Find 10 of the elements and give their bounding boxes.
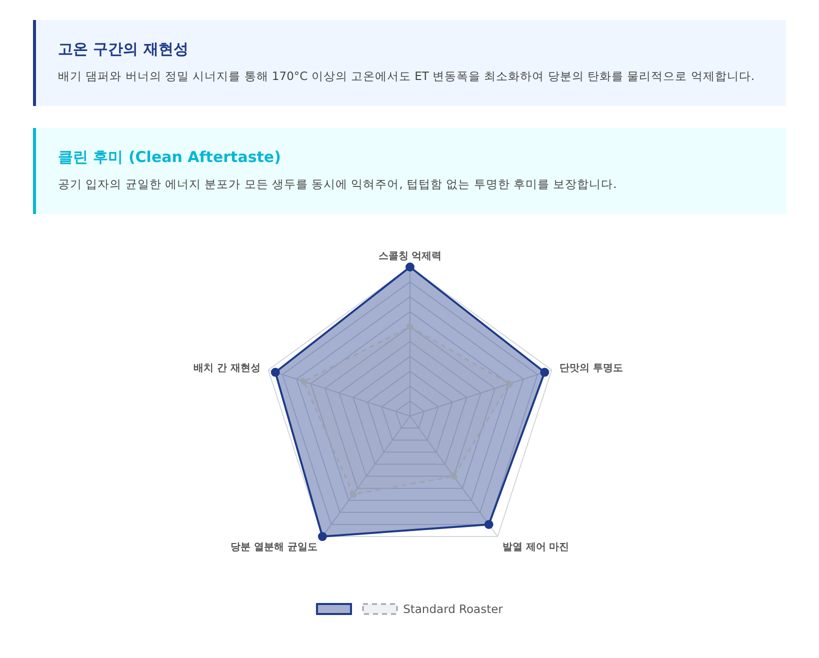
- text: 고온 구간의 재현성: [58, 40, 190, 59]
- spoke-label: 단맛의 투명도: [559, 363, 623, 374]
- spoke-label: 배치 간 재현성: [194, 363, 261, 374]
- legend-label: Standard Roaster: [403, 602, 503, 616]
- spoke-label: 스콜칭 억제력: [378, 251, 442, 262]
- text: 공기 입자의 균일한 에너지 분포가 모든 생두를 동시에 익혀주어, 텁텁함 없는 투명한 후미를 보장합니다.: [58, 177, 618, 192]
- text: 배기 댐퍼와 버너의 정밀 시너지를 통해 170°C 이상의 고온에서도 ET 변동폭을 최소화하여 당분의 탄화를 물리적으로 억제합니다.: [58, 69, 756, 84]
- spoke-label: 당분 열분해 균일도: [230, 542, 318, 554]
- text: 클린 후미 (Clean Aftertaste): [58, 148, 282, 167]
- spoke-label: 발열 제어 마진: [502, 542, 570, 554]
